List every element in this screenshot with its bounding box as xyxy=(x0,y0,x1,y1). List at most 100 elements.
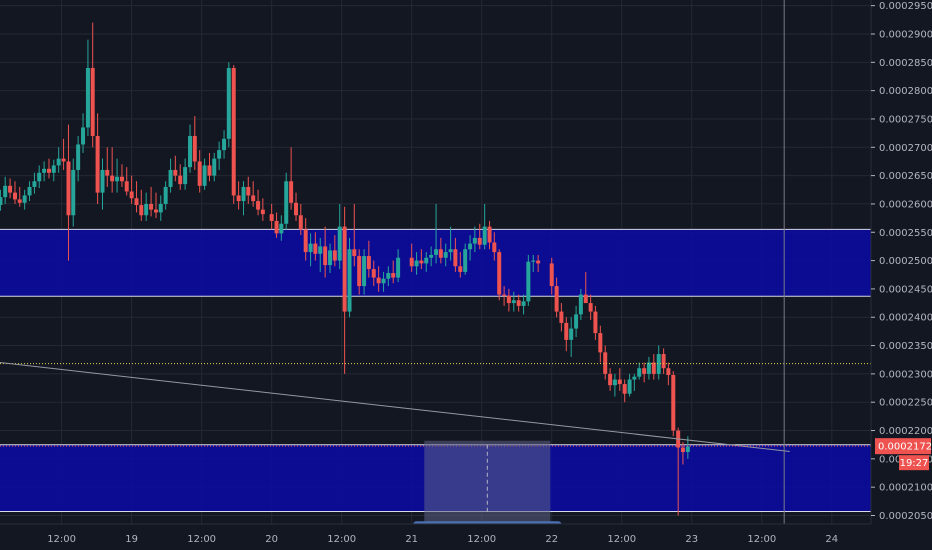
candle-body xyxy=(396,257,401,278)
time-axis-background xyxy=(0,524,932,550)
candle-body xyxy=(192,135,197,162)
candle-body xyxy=(429,254,434,258)
candle-body xyxy=(487,226,492,243)
candle-body xyxy=(564,322,569,340)
trendline xyxy=(0,362,790,452)
current-price-label: 0.00021724 xyxy=(878,442,932,453)
candle-body xyxy=(153,209,158,213)
candle-body xyxy=(308,243,313,253)
candle-body xyxy=(66,161,71,216)
candle-body xyxy=(149,203,154,210)
candle-body xyxy=(110,175,115,182)
candle-body xyxy=(511,300,516,304)
candle-body xyxy=(578,294,583,315)
candle-body xyxy=(458,266,463,272)
candle-body xyxy=(612,379,617,386)
candle-body xyxy=(434,249,439,255)
candle-body xyxy=(158,203,163,213)
candle-body xyxy=(646,362,651,374)
candle-body xyxy=(222,138,227,151)
candle-body xyxy=(391,273,396,278)
time-tick-label: 12:00 xyxy=(47,534,76,545)
candle-body xyxy=(376,277,381,284)
candle-body xyxy=(76,144,81,170)
candle-body xyxy=(274,220,279,234)
candle-body xyxy=(521,301,526,306)
candle-body xyxy=(124,181,129,192)
candle-body xyxy=(386,273,391,279)
candle-body xyxy=(8,185,13,193)
candle-body xyxy=(337,226,342,261)
candle-body xyxy=(217,150,222,159)
candle-body xyxy=(477,237,482,245)
candle-body xyxy=(526,261,531,302)
candle-body xyxy=(381,278,386,284)
price-axis[interactable]: 0.000205000.000210000.000215000.00022000… xyxy=(870,0,932,550)
candle-body xyxy=(318,246,323,254)
candle-body xyxy=(269,214,274,221)
candle-body xyxy=(289,181,294,203)
time-tick-label: 19 xyxy=(125,534,138,545)
time-tick-label: 12:00 xyxy=(187,534,216,545)
candle-body xyxy=(37,172,42,182)
time-tick-label: 12:00 xyxy=(467,534,496,545)
candle-body xyxy=(414,260,419,267)
candle-body xyxy=(246,186,251,196)
candle-body xyxy=(593,311,598,334)
candle-body xyxy=(168,169,173,187)
candle-body xyxy=(603,352,608,374)
candle-body xyxy=(81,127,86,145)
candle-body xyxy=(448,249,453,253)
candle-body xyxy=(637,368,642,377)
candle-body xyxy=(559,311,564,323)
candle-body xyxy=(569,328,574,340)
candle-body xyxy=(506,295,511,304)
time-tick-label: 12:00 xyxy=(747,534,776,545)
candle-body xyxy=(32,181,37,187)
candle-body xyxy=(409,257,414,267)
candle-body xyxy=(332,250,337,261)
time-axis[interactable]: 12:00 19 12:00 20 12:00 21 12:00 22 12:00 23 12:00… xyxy=(0,523,932,550)
candle-body xyxy=(95,135,100,193)
candle-body xyxy=(574,314,579,329)
time-tick-label: 23 xyxy=(685,534,698,545)
candle-body xyxy=(352,249,357,257)
candle-body xyxy=(22,195,27,203)
candle-body xyxy=(251,195,256,202)
candle-body xyxy=(554,286,559,312)
candle-body xyxy=(144,203,149,216)
candle-body xyxy=(3,185,8,198)
time-tick-label: 12:00 xyxy=(607,534,636,545)
candle-body xyxy=(303,229,308,253)
candle-body xyxy=(241,186,246,202)
candle-body xyxy=(260,209,265,215)
time-tick-label: 21 xyxy=(405,534,418,545)
candle-body xyxy=(516,300,521,306)
candle-body xyxy=(666,368,671,376)
candle-body xyxy=(226,67,231,139)
candle-body xyxy=(328,250,333,266)
candle-body xyxy=(236,195,241,202)
time-tick-label: 22 xyxy=(545,534,558,545)
candle-body xyxy=(453,249,458,267)
candle-body xyxy=(492,242,497,253)
candle-body xyxy=(85,67,90,128)
candle-body xyxy=(61,158,66,162)
candle-body xyxy=(212,158,217,176)
candle-body xyxy=(284,181,289,224)
time-tick-label: 20 xyxy=(265,534,278,545)
candle-body xyxy=(685,446,690,453)
candle-body xyxy=(347,249,352,312)
candle-body xyxy=(627,379,632,394)
